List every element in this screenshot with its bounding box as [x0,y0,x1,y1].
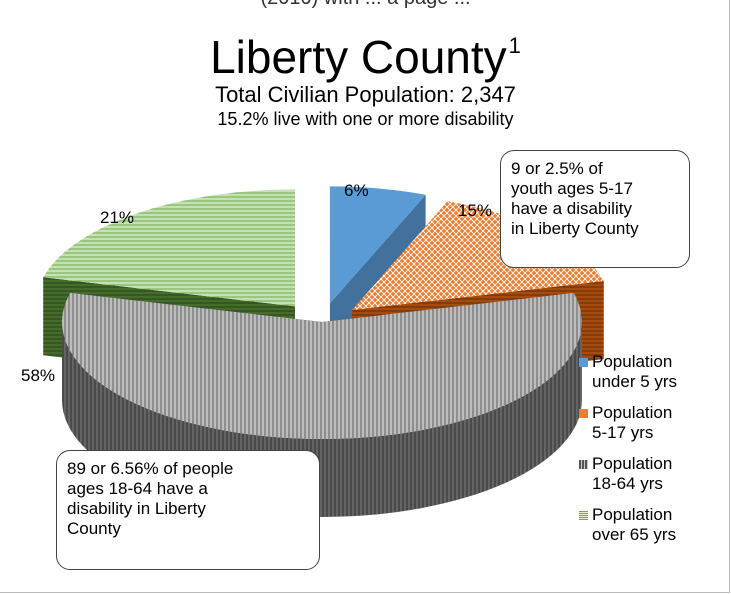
callout-youth-line: in Liberty County [511,219,639,238]
chart-title: Liberty County1 [0,18,731,85]
chart-legend: Population under 5 yrs Population 5-17 y… [579,352,729,556]
callout-adult-line: County [67,519,121,538]
callout-adult-line: ages 18-64 have a [67,479,208,498]
clipped-header-text: (2010) with ... a page ... [0,0,731,10]
legend-item-over-65: Population over 65 yrs [579,505,729,545]
title-footnote-marker: 1 [508,33,521,58]
legend-label-line: Population [592,454,673,473]
data-label-over-65: 21% [100,208,135,227]
legend-label: Population over 65 yrs [592,505,702,545]
legend-label-line: 18-64 yrs [592,474,663,493]
legend-label: Population 18-64 yrs [592,454,702,494]
legend-item-5-17: Population 5-17 yrs [579,403,729,443]
legend-swatch-green [579,511,588,520]
legend-label-line: Population [592,403,673,422]
legend-item-18-64: Population 18-64 yrs [579,454,729,494]
callout-youth-line: youth ages 5-17 [511,179,633,198]
callout-youth-line: 9 or 2.5% of [511,159,603,178]
legend-label: Population 5-17 yrs [592,403,702,443]
legend-swatch-orange [579,409,588,418]
callout-adult-disability: 89 or 6.56% of people ages 18-64 have a … [56,450,320,570]
legend-label: Population under 5 yrs [592,352,702,392]
callout-adult-line: disability in Liberty [67,499,206,518]
legend-label-line: Population [592,352,673,371]
legend-label-line: over 65 yrs [592,525,677,544]
legend-swatch-blue [579,358,588,367]
data-label-18-64: 58% [21,366,56,385]
legend-label-line: Population [592,505,673,524]
callout-youth-disability: 9 or 2.5% of youth ages 5-17 have a disa… [500,150,690,268]
callout-adult-line: 89 or 6.56% of people [67,459,234,478]
chart-subtitle-population: Total Civilian Population: 2,347 [215,82,516,107]
legend-label-line: under 5 yrs [592,372,678,391]
callout-youth-line: have a disability [511,199,632,218]
legend-label-line: 5-17 yrs [592,423,654,442]
chart-title-text: Liberty County [210,31,507,83]
chart-subtitle-disability: 15.2% live with one or more disability [217,109,514,129]
data-label-under-5: 6% [344,181,369,200]
legend-item-under-5: Population under 5 yrs [579,352,729,392]
legend-swatch-gray [579,460,588,469]
data-label-5-17: 15% [458,201,493,220]
